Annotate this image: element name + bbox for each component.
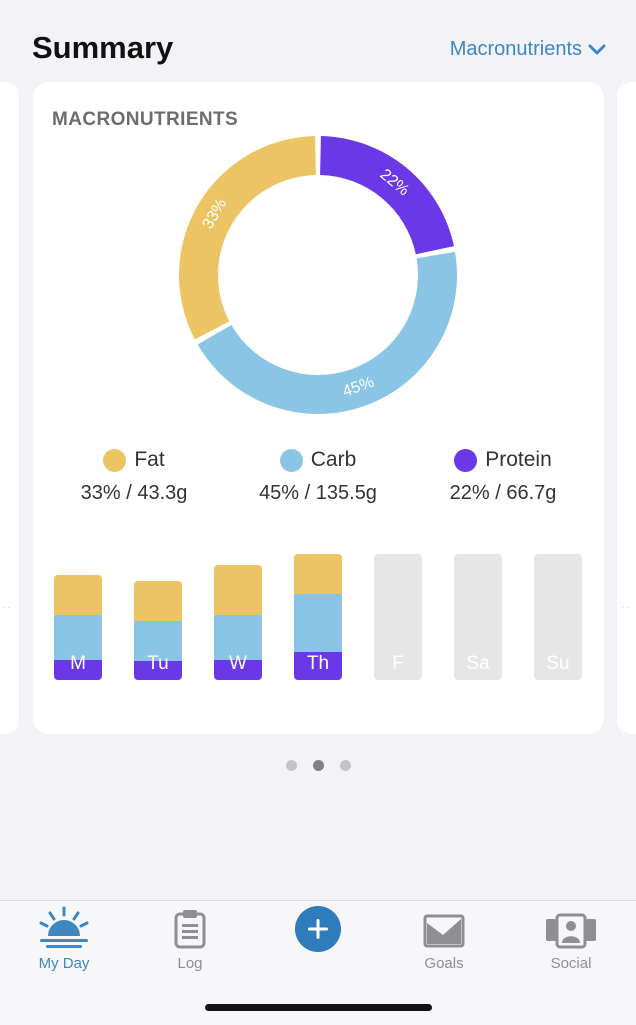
bar-segment-carb: [134, 621, 182, 661]
bar-segment-fat: [54, 575, 102, 615]
clipboard-icon: [174, 910, 206, 949]
legend-fat-value: 33% / 43.3g: [80, 482, 188, 504]
day-label: M: [70, 653, 86, 674]
legend-protein: Protein 22% / 66.7g: [403, 446, 603, 505]
day-label: Su: [546, 653, 570, 674]
day-bar-f[interactable]: F: [374, 554, 422, 680]
bar-segment-carb: [294, 594, 342, 652]
day-label: F: [392, 653, 404, 674]
day-label: Th: [306, 653, 330, 674]
page-dot[interactable]: [339, 760, 351, 771]
donut-slice-protein: [320, 136, 454, 255]
tab-label: Social: [550, 955, 592, 972]
plus-icon: [308, 919, 328, 939]
day-bar-tu[interactable]: Tu: [134, 581, 182, 680]
donut-slice-carb: [197, 251, 457, 415]
legend-fat-name: Fat: [134, 448, 165, 471]
bar-segment-fat: [214, 565, 262, 615]
legend-carb: Carb 45% / 135.5g: [218, 446, 418, 505]
legend-carb-value: 45% / 135.5g: [259, 482, 377, 504]
page-indicator: [0, 760, 636, 771]
bar-segment-protein: [214, 660, 262, 680]
day-bar-w[interactable]: W: [214, 565, 262, 680]
bar-segment-fat: [294, 554, 342, 594]
day-bar-m[interactable]: M: [54, 575, 102, 680]
day-label: Tu: [147, 653, 169, 674]
legend-fat: Fat 33% / 43.3g: [34, 446, 234, 505]
peek-indicator: ··: [2, 602, 13, 613]
chevron-down-icon: [588, 44, 606, 54]
bar-segment-carb: [54, 615, 102, 660]
fat-color-dot: [103, 448, 127, 472]
header: Summary Macronutrients: [0, 0, 636, 82]
card-title: MACRONUTRIENTS: [52, 109, 239, 130]
tab-label: Log: [177, 955, 203, 972]
protein-color-dot: [454, 448, 478, 472]
previous-card-peek[interactable]: ··: [0, 82, 19, 734]
home-indicator: [205, 1004, 432, 1011]
macronutrients-card: MACRONUTRIENTS 22% 45% 33% Fat 33% / 43.3g…: [33, 82, 604, 734]
next-card-peek[interactable]: ··: [617, 82, 636, 734]
tab-label: Goals: [424, 955, 464, 972]
donut-slice-fat: [178, 136, 316, 340]
chart-image-icon: [423, 914, 465, 948]
macronutrient-donut-chart: 22%45%33%: [178, 136, 457, 415]
page-dot[interactable]: [312, 760, 324, 771]
legend-carb-name: Carb: [310, 448, 357, 471]
page-title: Summary: [32, 30, 174, 65]
tab-social[interactable]: Social: [521, 905, 621, 972]
sunrise-icon: [39, 906, 89, 948]
day-bar-su[interactable]: Su: [534, 554, 582, 680]
tab-label: My Day: [38, 955, 90, 972]
day-bar-th[interactable]: Th: [294, 554, 342, 680]
bar-segment-protein: [134, 661, 182, 680]
bar-segment-protein: [54, 660, 102, 680]
metric-selector-label: Macronutrients: [449, 38, 582, 60]
carb-color-dot: [279, 448, 303, 472]
metric-selector[interactable]: Macronutrients: [450, 38, 606, 61]
legend-protein-value: 22% / 66.7g: [449, 482, 557, 504]
add-entry-button[interactable]: [295, 906, 341, 952]
bar-segment-carb: [214, 615, 262, 660]
day-label: Sa: [466, 653, 490, 674]
bar-segment-protein: [294, 652, 342, 680]
tab-my-day[interactable]: My Day: [14, 905, 114, 972]
day-bar-sa[interactable]: Sa: [454, 554, 502, 680]
bar-segment-fat: [134, 581, 182, 621]
tab-goals[interactable]: Goals: [394, 905, 494, 972]
tab-log[interactable]: Log: [140, 905, 240, 972]
page-dot[interactable]: [285, 760, 297, 771]
weekly-macro-chart: M Tu W Th F Sa Su: [33, 82, 604, 734]
legend-protein-name: Protein: [485, 448, 552, 471]
peek-indicator: ··: [621, 602, 632, 613]
people-icon: [546, 913, 596, 949]
day-label: W: [229, 653, 247, 674]
